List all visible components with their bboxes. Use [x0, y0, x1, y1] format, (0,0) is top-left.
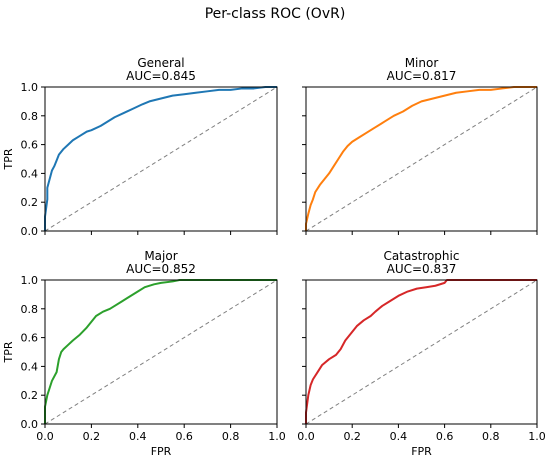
- x-tick-label: 0.6: [175, 430, 193, 443]
- y-tick-label: 0.4: [21, 167, 39, 180]
- x-tick-label: 0.8: [482, 430, 500, 443]
- y-tick-label: 1.0: [21, 274, 39, 287]
- panel-title-major: Major: [144, 249, 177, 263]
- x-tick-label: 1.0: [268, 430, 286, 443]
- reference-diagonal-catastrophic: [305, 279, 538, 425]
- y-tick-label: 0.0: [21, 418, 39, 431]
- x-tick-label: 0.8: [222, 430, 240, 443]
- y-tick-label: 0.4: [21, 360, 39, 373]
- x-tick-label: 0.2: [83, 430, 101, 443]
- panel-auc-minor: AUC=0.817: [387, 69, 457, 83]
- axes-frame-general: [44, 86, 278, 232]
- panel-auc-major: AUC=0.852: [126, 262, 196, 276]
- x-axis-label: FPR: [151, 445, 172, 458]
- roc-curve-minor: [305, 86, 537, 231]
- x-tick-label: 0.6: [436, 430, 454, 443]
- axes-frame-minor: [305, 86, 538, 232]
- x-tick-label: 0.0: [297, 430, 315, 443]
- y-tick-label: 0.8: [21, 110, 39, 123]
- reference-diagonal-major: [44, 279, 278, 425]
- reference-diagonal-minor: [305, 86, 538, 232]
- panel-title-catastrophic: Catastrophic: [384, 249, 460, 263]
- roc-curve-catastrophic: [305, 279, 537, 424]
- x-tick-label: 1.0: [528, 430, 546, 443]
- y-axis-label: TPR: [2, 341, 15, 363]
- panel-title-general: General: [137, 56, 184, 70]
- y-tick-label: 1.0: [21, 81, 39, 94]
- y-tick-label: 0.8: [21, 303, 39, 316]
- x-tick-label: 0.4: [390, 430, 408, 443]
- reference-diagonal-general: [44, 86, 278, 232]
- panel-auc-general: AUC=0.845: [126, 69, 196, 83]
- y-axis-label: TPR: [2, 148, 15, 170]
- figure-title: Per-class ROC (OvR): [205, 6, 346, 22]
- y-tick-label: 0.6: [21, 332, 39, 345]
- y-tick-label: 0.2: [21, 389, 39, 402]
- axes-frame-major: [44, 279, 278, 425]
- x-tick-label: 0.4: [129, 430, 147, 443]
- y-tick-label: 0.0: [21, 225, 39, 238]
- y-tick-label: 0.2: [21, 196, 39, 209]
- panel-auc-catastrophic: AUC=0.837: [387, 262, 457, 276]
- y-tick-label: 0.6: [21, 139, 39, 152]
- x-axis-label: FPR: [411, 445, 432, 458]
- roc-curve-general: [44, 86, 277, 231]
- panel-title-minor: Minor: [405, 56, 439, 70]
- x-tick-label: 0.0: [36, 430, 54, 443]
- x-tick-label: 0.2: [343, 430, 361, 443]
- axes-frame-catastrophic: [305, 279, 538, 425]
